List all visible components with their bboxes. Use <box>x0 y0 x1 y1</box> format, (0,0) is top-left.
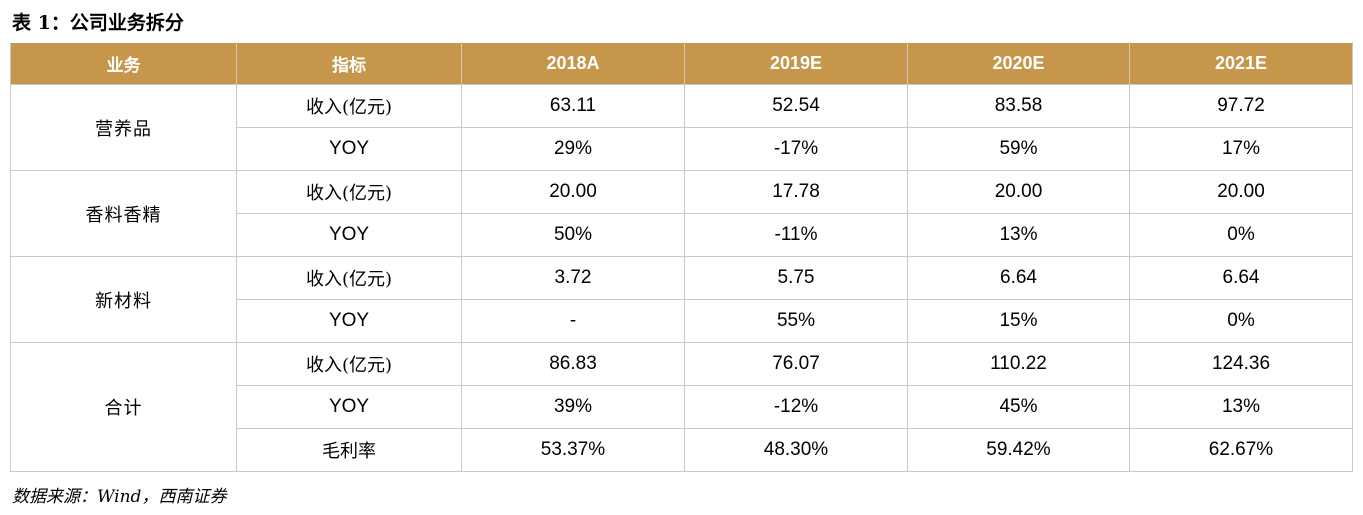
value-cell: 5.75 <box>684 256 908 300</box>
value-cell: 6.64 <box>1129 256 1353 300</box>
table-row: YOY 29% -17% 59% 17% <box>11 127 1353 171</box>
value-cell: 17.78 <box>684 170 908 214</box>
value-cell: 20.00 <box>1129 170 1353 214</box>
metric-cell: 收入(亿元) <box>236 342 462 386</box>
table-row: 毛利率 53.37% 48.30% 59.42% 62.67% <box>11 428 1353 472</box>
table-row: 新材料 收入(亿元) 3.72 5.75 6.64 6.64 <box>10 256 1353 343</box>
value-cell: 20.00 <box>461 170 685 214</box>
value-cell: 48.30% <box>684 428 908 472</box>
header-2020e: 2020E <box>907 42 1130 85</box>
segment-cell: 合计 <box>10 342 237 472</box>
header-segment: 业务 <box>10 42 237 85</box>
business-breakdown-table: 业务 指标 2018A 2019E 2020E 2021E 营养品 收入(亿元)… <box>10 42 1353 472</box>
value-cell: 39% <box>461 385 685 429</box>
value-cell: 6.64 <box>907 256 1130 300</box>
value-cell: -12% <box>684 385 908 429</box>
value-cell: 50% <box>461 213 685 257</box>
metric-cell: 毛利率 <box>236 428 462 472</box>
value-cell: 55% <box>684 299 908 343</box>
value-cell: -11% <box>684 213 908 257</box>
header-2021e: 2021E <box>1129 42 1353 85</box>
value-cell: 3.72 <box>461 256 685 300</box>
value-cell: 45% <box>907 385 1130 429</box>
metric-cell: YOY <box>236 213 462 257</box>
value-cell: 13% <box>907 213 1130 257</box>
value-cell: 13% <box>1129 385 1353 429</box>
segment-cell: 新材料 <box>10 256 237 343</box>
value-cell: - <box>461 299 685 343</box>
table-title: 表 1：公司业务拆分 <box>12 12 184 34</box>
source-note: 数据来源：Wind，西南证券 <box>12 487 227 507</box>
segment-cell: 香料香精 <box>10 170 237 257</box>
value-cell: 86.83 <box>461 342 685 386</box>
table-row: 营养品 收入(亿元) 63.11 52.54 83.58 97.72 <box>10 84 1353 171</box>
value-cell: 53.37% <box>461 428 685 472</box>
metric-cell: 收入(亿元) <box>236 170 462 214</box>
value-cell: 20.00 <box>907 170 1130 214</box>
header-metric: 指标 <box>236 42 462 85</box>
value-cell: 17% <box>1129 127 1353 171</box>
header-row: 业务 指标 2018A 2019E 2020E 2021E <box>10 42 1353 85</box>
metric-cell: YOY <box>236 385 462 429</box>
value-cell: 110.22 <box>907 342 1130 386</box>
table-row: YOY 50% -11% 13% 0% <box>11 213 1353 257</box>
value-cell: 15% <box>907 299 1130 343</box>
value-cell: 97.72 <box>1129 84 1353 128</box>
value-cell: 76.07 <box>684 342 908 386</box>
table-row: 香料香精 收入(亿元) 20.00 17.78 20.00 20.00 <box>10 170 1353 257</box>
metric-cell: 收入(亿元) <box>236 84 462 128</box>
value-cell: 0% <box>1129 213 1353 257</box>
table-row: YOY 39% -12% 45% 13% <box>11 385 1353 429</box>
segment-cell: 营养品 <box>10 84 237 171</box>
value-cell: 59% <box>907 127 1130 171</box>
table-row: 合计 收入(亿元) 86.83 76.07 110.22 124.36 <box>10 342 1353 472</box>
value-cell: 0% <box>1129 299 1353 343</box>
header-2018a: 2018A <box>461 42 685 85</box>
value-cell: 62.67% <box>1129 428 1353 472</box>
value-cell: 52.54 <box>684 84 908 128</box>
value-cell: 29% <box>461 127 685 171</box>
metric-cell: YOY <box>236 299 462 343</box>
metric-cell: 收入(亿元) <box>236 256 462 300</box>
value-cell: -17% <box>684 127 908 171</box>
value-cell: 59.42% <box>907 428 1130 472</box>
value-cell: 83.58 <box>907 84 1130 128</box>
header-2019e: 2019E <box>684 42 908 85</box>
value-cell: 124.36 <box>1129 342 1353 386</box>
value-cell: 63.11 <box>461 84 685 128</box>
metric-cell: YOY <box>236 127 462 171</box>
